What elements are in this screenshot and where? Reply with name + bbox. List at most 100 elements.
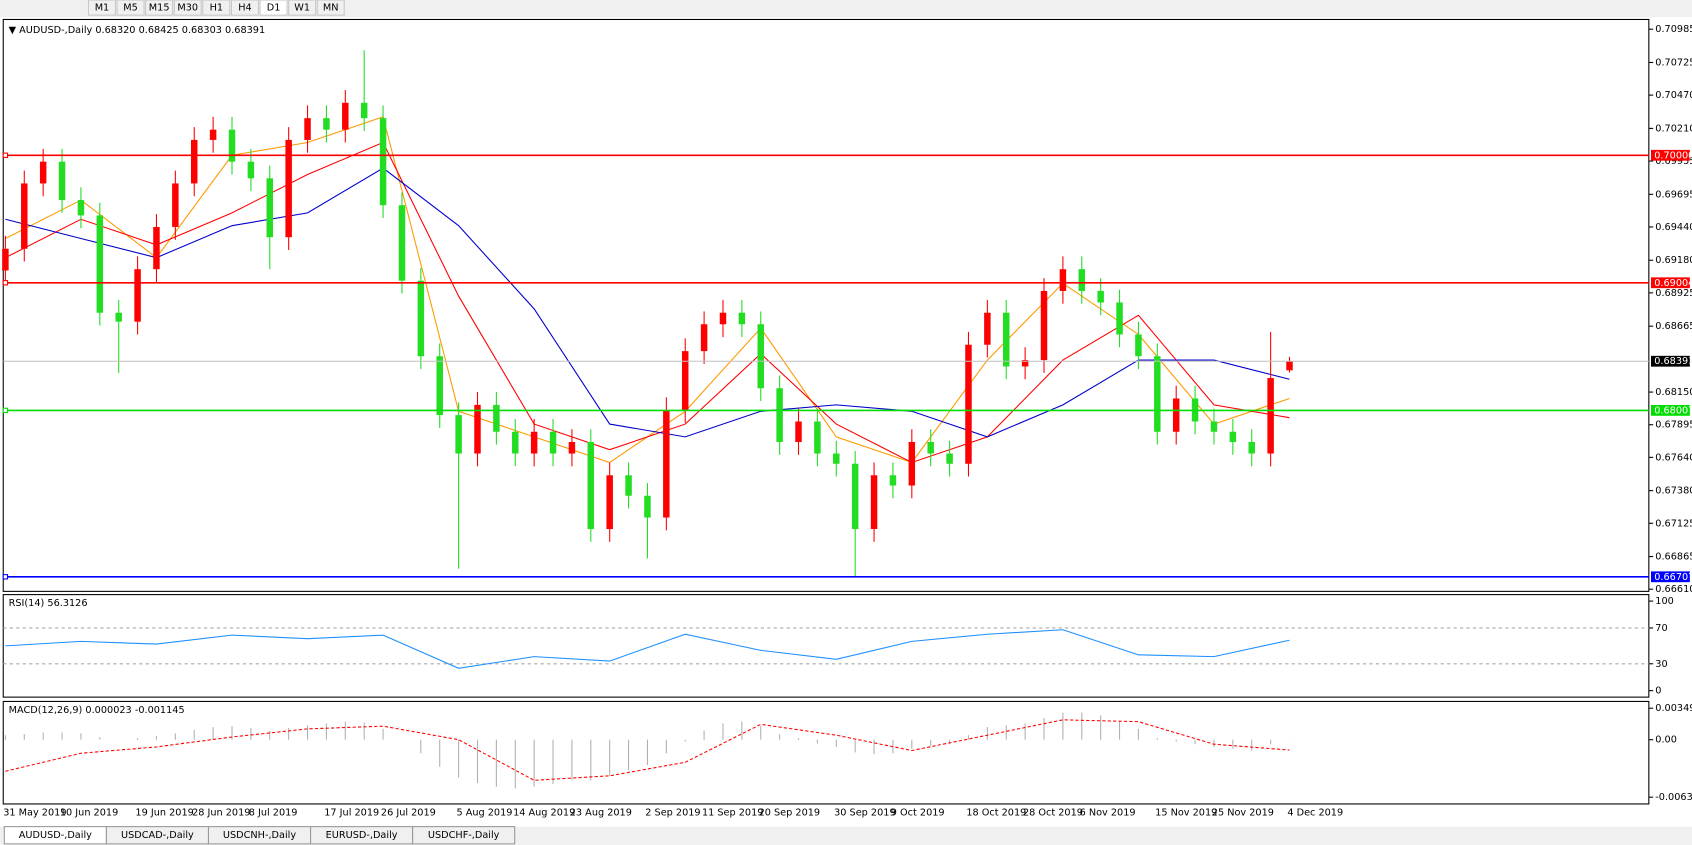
y-tick-label: 0.69180 xyxy=(1655,255,1692,266)
level-handle[interactable] xyxy=(2,280,9,286)
candle-body xyxy=(228,129,236,162)
candle-body xyxy=(360,102,368,119)
candle-body xyxy=(681,351,689,410)
level-label: 0.69004 xyxy=(1654,278,1692,289)
timeframe-label[interactable]: W1 xyxy=(294,3,310,14)
timeframe-button[interactable] xyxy=(116,0,145,16)
timeframe-label[interactable]: H1 xyxy=(210,3,223,14)
candle-body xyxy=(1021,360,1029,367)
timeframe-button[interactable] xyxy=(145,0,174,16)
candle-body xyxy=(1059,269,1067,291)
tab-label[interactable]: USDCAD-,Daily xyxy=(121,830,194,841)
candle-body xyxy=(1040,290,1048,361)
tab-label[interactable]: EURUSD-,Daily xyxy=(326,830,398,841)
moving-average xyxy=(5,167,1290,438)
y-tick-label: 0.68150 xyxy=(1655,387,1692,398)
level-label-box xyxy=(1650,149,1690,161)
y-tick-label: 0.66610 xyxy=(1655,584,1692,595)
y-tick-label: -0.00637 xyxy=(1655,792,1692,803)
timeframe-label[interactable]: M30 xyxy=(177,3,198,14)
tab-label[interactable]: USDCNH-,Daily xyxy=(223,830,296,841)
candle-body xyxy=(266,178,274,238)
x-tick-label: 28 Oct 2019 xyxy=(1023,808,1083,819)
x-tick-label: 6 Nov 2019 xyxy=(1080,808,1136,819)
candle-body xyxy=(1003,312,1010,367)
x-tick-label: 19 Jun 2019 xyxy=(135,808,193,819)
timeframe-button[interactable] xyxy=(202,0,231,16)
level-label: 0.70000 xyxy=(1654,150,1692,161)
timeframe-label[interactable]: M15 xyxy=(149,3,170,14)
candle-body xyxy=(965,344,972,464)
candle-body xyxy=(568,441,576,454)
candle-body xyxy=(417,280,425,357)
symbol: AUDUSD-,Daily xyxy=(19,25,92,36)
y-tick-label: 0.66865 xyxy=(1655,552,1692,563)
candle-body xyxy=(530,431,538,454)
x-tick-label: 25 Nov 2019 xyxy=(1212,808,1274,819)
candle-body xyxy=(1154,356,1161,432)
macd-title: MACD(12,26,9) xyxy=(9,705,83,716)
candle-body xyxy=(1248,441,1255,454)
level-label-box xyxy=(1650,277,1690,289)
candle-body xyxy=(21,183,28,249)
candle-body xyxy=(644,495,651,518)
level-label-box xyxy=(1650,404,1690,416)
y-tick-label: 0.67125 xyxy=(1655,518,1692,529)
candle-body xyxy=(398,205,406,281)
candle-body xyxy=(946,453,953,464)
timeframe-label[interactable]: D1 xyxy=(267,3,281,14)
level-handle[interactable] xyxy=(2,407,9,414)
timeframe-button[interactable] xyxy=(288,0,317,16)
main-panel xyxy=(2,18,1650,592)
tab[interactable] xyxy=(412,826,516,845)
y-tick-label: 0 xyxy=(1655,686,1661,697)
candle-body xyxy=(77,200,85,216)
level-handle[interactable] xyxy=(2,574,9,580)
y-tick-label: 0.70470 xyxy=(1655,90,1692,101)
candle-body xyxy=(984,312,991,345)
level-handle[interactable] xyxy=(2,152,9,158)
timeframe-label[interactable]: H4 xyxy=(238,3,251,14)
chart-window xyxy=(0,17,1692,827)
timeframe-label[interactable]: M5 xyxy=(123,3,138,14)
x-tick-label: 30 Sep 2019 xyxy=(834,808,896,819)
macd-value: 0.000023 xyxy=(85,705,131,716)
x-tick-label: 11 Sep 2019 xyxy=(702,808,764,819)
candle-body xyxy=(738,312,746,325)
candle-body xyxy=(379,118,387,206)
level-label-box xyxy=(1650,571,1690,583)
y-tick-label: 0.70725 xyxy=(1655,57,1692,68)
candle-body xyxy=(493,404,500,432)
y-tick-label: 0.69695 xyxy=(1655,189,1692,200)
candle-body xyxy=(833,453,840,464)
candle-body xyxy=(606,475,613,530)
x-tick-label: 26 Jul 2019 xyxy=(381,808,436,819)
tab-label[interactable]: USDCHF-,Daily xyxy=(428,830,500,841)
candle-body xyxy=(153,226,160,270)
tab-label[interactable]: AUDUSD-,Daily xyxy=(19,830,92,841)
signal-line xyxy=(5,719,1290,781)
candle-body xyxy=(285,139,292,238)
candle-body xyxy=(663,409,670,518)
timeframe-button[interactable] xyxy=(259,0,288,16)
candle-body xyxy=(209,129,217,140)
timeframe-button[interactable] xyxy=(316,0,345,16)
timeframe-button[interactable] xyxy=(173,0,202,16)
timeframe-label[interactable]: M1 xyxy=(95,3,110,14)
x-tick-label: 14 Aug 2019 xyxy=(513,808,575,819)
candle-body xyxy=(1135,334,1142,357)
x-tick-label: 18 Oct 2019 xyxy=(966,808,1026,819)
timeframe-button[interactable] xyxy=(87,0,117,16)
timeframe-button[interactable] xyxy=(230,0,259,16)
y-tick-label: 100 xyxy=(1655,596,1674,607)
timeframe-label[interactable]: MN xyxy=(323,3,339,14)
rsi-header: RSI(14) 56.3126 xyxy=(9,598,88,609)
price-label-box xyxy=(1650,355,1690,367)
rsi-panel xyxy=(2,594,1650,698)
candle-body xyxy=(96,215,104,313)
candle-body xyxy=(1116,302,1123,335)
candle-body xyxy=(927,441,934,454)
toolbar xyxy=(0,0,1692,18)
